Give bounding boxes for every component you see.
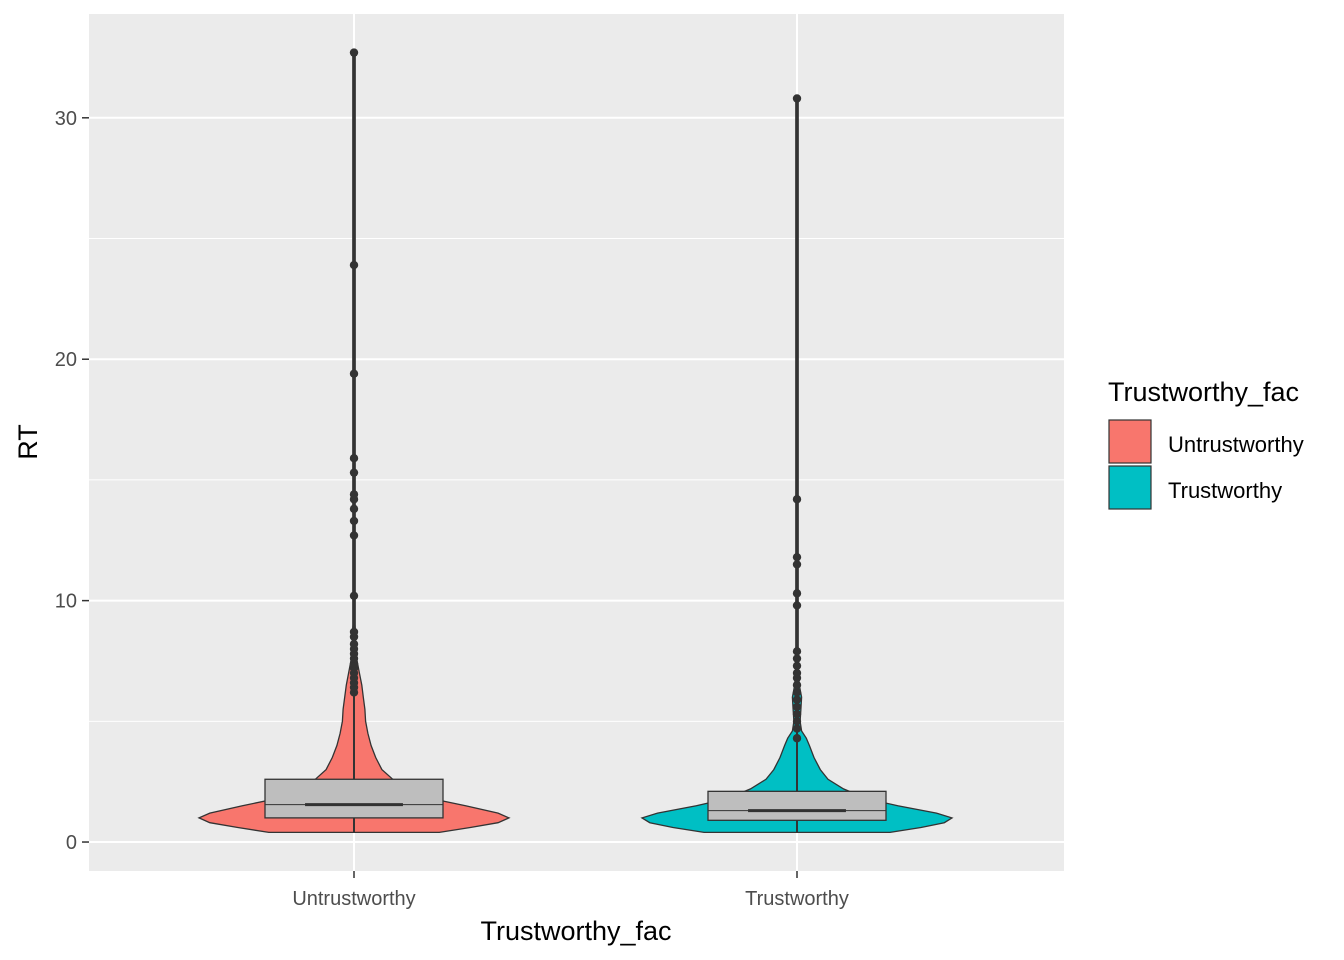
outlier-point	[792, 601, 802, 610]
outlier-point	[792, 495, 802, 504]
outlier-point	[792, 702, 802, 712]
outlier-point	[349, 468, 359, 477]
outlier-point	[792, 734, 802, 743]
x-tick-label: Trustworthy	[745, 888, 849, 910]
outlier-point	[792, 724, 802, 733]
outlier-point	[792, 654, 802, 663]
y-axis-title: RT	[13, 424, 43, 460]
outliers	[349, 48, 802, 743]
legend-key-trustworthy	[1108, 465, 1152, 510]
outlier-point	[792, 647, 802, 656]
outlier-point	[792, 680, 802, 690]
outlier-point	[349, 516, 359, 526]
outlier-point	[349, 48, 359, 57]
legend: Trustworthy_fac Untrustworthy Trustworth…	[1108, 377, 1304, 510]
outlier-point	[349, 369, 359, 378]
outlier-point	[792, 589, 802, 598]
outlier-point	[349, 260, 359, 270]
legend-label-trustworthy: Trustworthy	[1168, 478, 1282, 503]
outlier-point	[792, 695, 802, 704]
outlier-point	[349, 639, 359, 649]
y-tick-label: 0	[66, 832, 77, 854]
outlier-point	[792, 709, 802, 719]
outlier-point	[792, 668, 802, 678]
legend-label-untrustworthy: Untrustworthy	[1168, 432, 1304, 457]
outlier-point	[792, 560, 802, 569]
box-untrustworthy	[264, 778, 444, 819]
outlier-point	[792, 661, 802, 671]
outlier-point	[349, 453, 359, 463]
outlier-point	[792, 688, 802, 697]
plot-panel	[89, 14, 1064, 871]
outlier-point	[349, 627, 359, 637]
boxplots	[264, 52, 887, 833]
legend-title: Trustworthy_fac	[1108, 377, 1299, 407]
outlier-point	[792, 94, 802, 103]
y-tick-label: 20	[55, 349, 77, 371]
outlier-point	[792, 552, 802, 562]
x-axis-title: Trustworthy_fac	[480, 916, 671, 946]
legend-key-untrustworthy	[1108, 419, 1152, 464]
outlier-point	[349, 490, 359, 499]
y-tick-label: 10	[55, 591, 77, 613]
outlier-point	[349, 504, 359, 514]
outlier-point	[349, 591, 359, 600]
outlier-point	[349, 531, 359, 540]
y-tick-label: 30	[55, 108, 77, 130]
box-trustworthy	[707, 790, 887, 821]
outlier-point	[792, 717, 802, 726]
axes: 0 10 20 30 Untrustworthy Trustworthy	[55, 108, 849, 910]
x-tick-label: Untrustworthy	[292, 888, 415, 910]
